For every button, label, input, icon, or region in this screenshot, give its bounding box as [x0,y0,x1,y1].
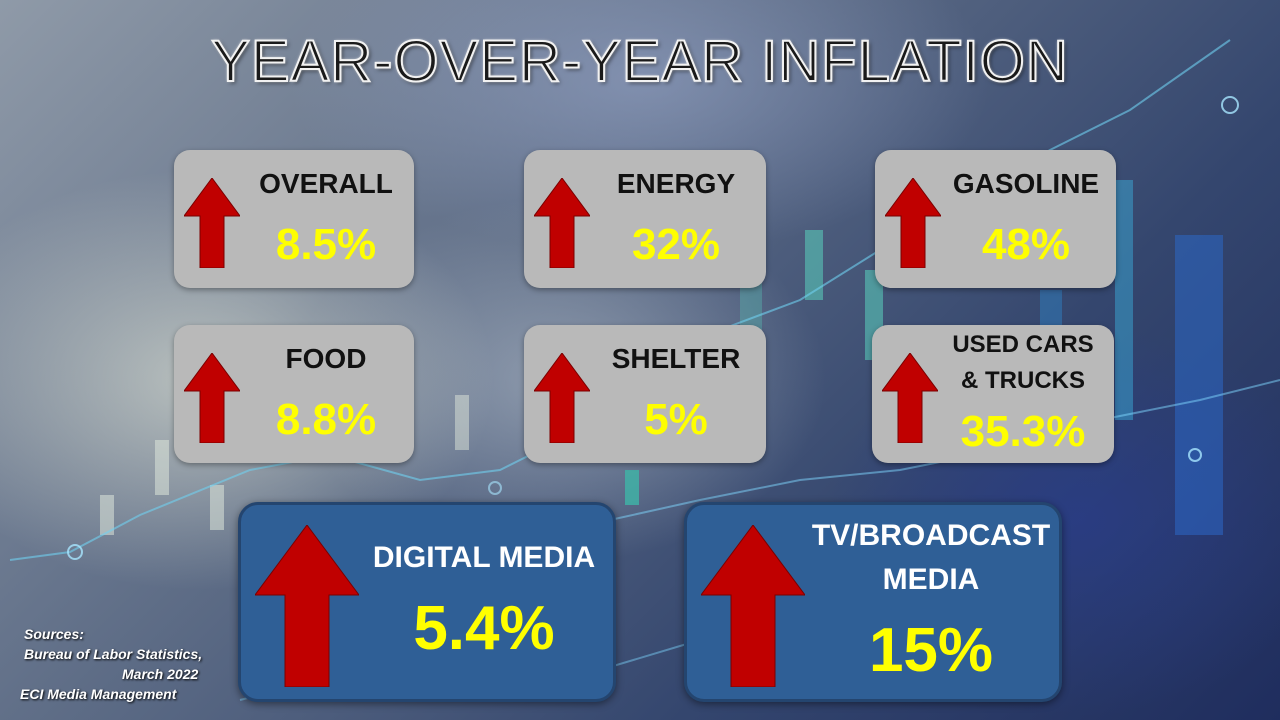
arrow-up-icon [184,353,240,443]
media-label: DIGITAL MEDIA [372,541,596,574]
sources-line-2: March 2022 [122,666,199,682]
category-value: 8.5% [275,220,377,269]
media-value: 5.4% [413,594,555,663]
category-value: 35.3% [960,407,1086,456]
card-shelter: SHELTER 5% [524,325,766,463]
arrow-up-icon [882,353,938,443]
category-label-line2: & TRUCKS [961,367,1085,394]
category-label: OVERALL [259,168,393,199]
category-value: 48% [981,220,1071,269]
card-food: FOOD 8.8% [174,325,414,463]
arrow-up-icon [701,525,805,687]
card-used-cars-trucks: USED CARS & TRUCKS 35.3% [872,325,1114,463]
sources-line-1: Bureau of Labor Statistics, [24,646,203,662]
category-label: GASOLINE [952,168,1100,199]
arrow-up-icon [255,525,359,687]
card-gasoline: GASOLINE 48% [875,150,1116,288]
category-label: FOOD [285,343,367,374]
card-overall: OVERALL 8.5% [174,150,414,288]
card-digital-media: DIGITAL MEDIA 5.4% [238,502,616,702]
category-label-line1: USED CARS [952,331,1094,358]
category-value: 32% [631,220,721,269]
media-value: 15% [868,616,994,685]
sources-heading: Sources: [24,626,84,642]
card-energy: ENERGY 32% [524,150,766,288]
media-label-line1: TV/BROADCAST [811,519,1051,552]
category-value: 8.8% [275,395,377,444]
arrow-up-icon [534,353,590,443]
card-tv-broadcast-media: TV/BROADCAST MEDIA 15% [684,502,1062,702]
arrow-up-icon [534,178,590,268]
category-label: ENERGY [616,168,736,199]
sources-note: Sources: Bureau of Labor Statistics, Mar… [20,624,244,704]
category-label: SHELTER [611,343,741,374]
media-label-line2: MEDIA [882,563,980,596]
arrow-up-icon [885,178,941,268]
page-title: YEAR-OVER-YEAR INFLATION [210,28,1069,95]
arrow-up-icon [184,178,240,268]
sources-line-3: ECI Media Management [20,686,177,702]
category-value: 5% [644,395,708,444]
